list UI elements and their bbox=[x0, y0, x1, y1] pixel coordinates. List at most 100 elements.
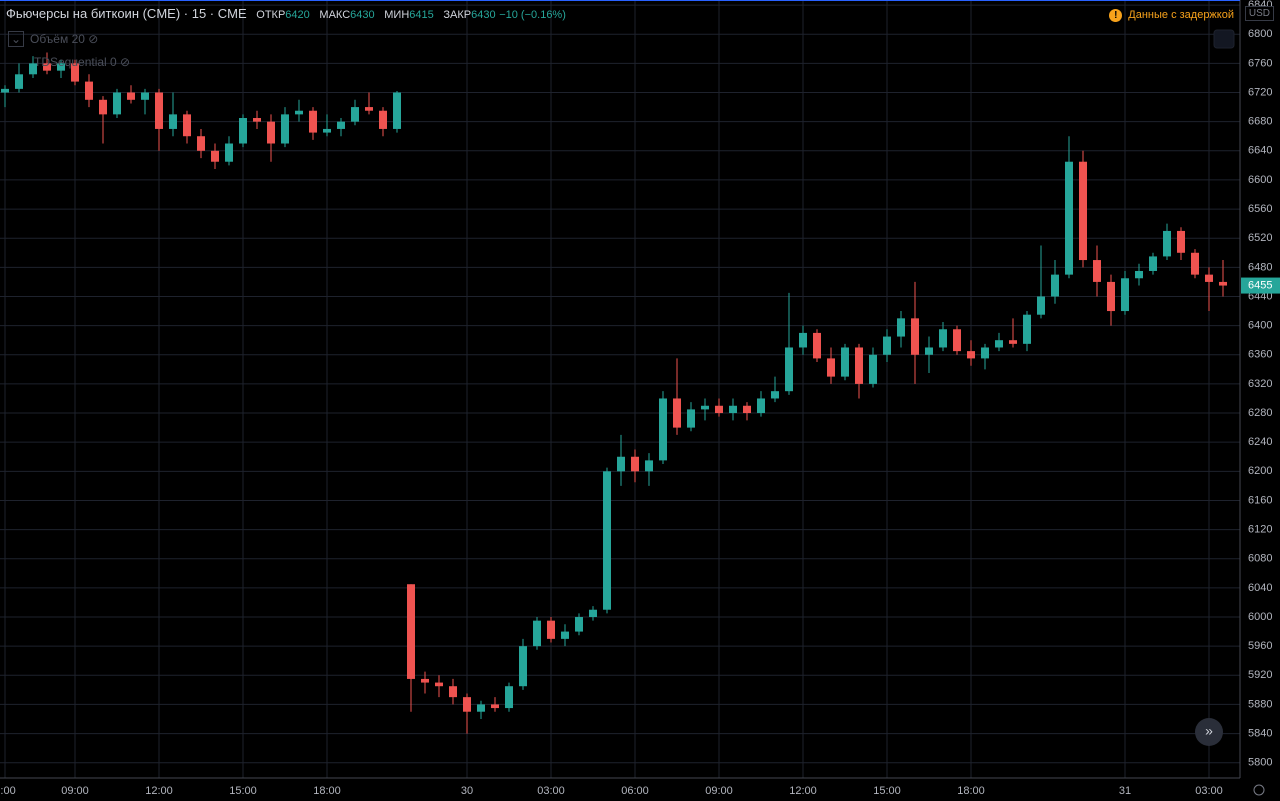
candle-body bbox=[505, 686, 513, 709]
candle-body bbox=[547, 620, 555, 639]
candle-body bbox=[169, 114, 177, 129]
y-tick-label: 6840 bbox=[1248, 0, 1272, 11]
candle-body bbox=[757, 398, 765, 414]
grid bbox=[0, 0, 1240, 778]
x-tick-label: 18:00 bbox=[957, 785, 985, 797]
y-tick-label: 6360 bbox=[1248, 349, 1272, 361]
candle-body bbox=[799, 332, 807, 348]
candle-body bbox=[281, 114, 289, 144]
candle-body bbox=[995, 340, 1003, 348]
candle-body bbox=[99, 99, 107, 115]
candle-body bbox=[841, 347, 849, 377]
candle-body bbox=[477, 704, 485, 712]
candle-body bbox=[883, 336, 891, 355]
candle-body bbox=[771, 391, 779, 399]
candle-body bbox=[715, 405, 723, 414]
y-tick-label: 6560 bbox=[1248, 203, 1272, 215]
x-tick-label: 2:00 bbox=[0, 785, 16, 797]
candle-body bbox=[1037, 296, 1045, 315]
candle-body bbox=[729, 405, 737, 414]
candle-body bbox=[393, 92, 401, 129]
candle-body bbox=[253, 118, 261, 122]
indicator-label: TDSequential 0 bbox=[34, 55, 117, 69]
y-tick-label: 6040 bbox=[1248, 582, 1272, 594]
candle-body bbox=[127, 92, 135, 100]
candle-body bbox=[617, 456, 625, 472]
candle-body bbox=[379, 110, 387, 129]
candle-body bbox=[365, 107, 373, 111]
y-tick-label: 6680 bbox=[1248, 116, 1272, 128]
x-tick-label: 03:00 bbox=[537, 785, 565, 797]
candle-body bbox=[491, 704, 499, 709]
candle-body bbox=[981, 347, 989, 359]
x-tick-label: 09:00 bbox=[61, 785, 89, 797]
candle-body bbox=[743, 405, 751, 414]
candle-body bbox=[603, 471, 611, 610]
candle-body bbox=[897, 318, 905, 337]
y-tick-label: 6120 bbox=[1248, 523, 1272, 535]
legend-header: Фьючерсы на биткоин (CME) · 15 · CME ОТК… bbox=[6, 6, 566, 21]
currency: USD bbox=[1244, 6, 1274, 21]
candle-body bbox=[337, 121, 345, 129]
candle-body bbox=[925, 347, 933, 355]
last-price-label: 6455 bbox=[1248, 279, 1272, 291]
symbol: Фьючерсы на биткоин (CME) bbox=[6, 6, 181, 21]
candle-body bbox=[43, 63, 51, 71]
x-tick-label: 09:00 bbox=[705, 785, 733, 797]
candle-body bbox=[225, 143, 233, 162]
candle-body bbox=[533, 620, 541, 647]
candle-body bbox=[967, 351, 975, 359]
y-tick-label: 6720 bbox=[1248, 86, 1272, 98]
candle-body bbox=[855, 347, 863, 384]
candle-body bbox=[1121, 278, 1129, 312]
x-tick-label: 12:00 bbox=[789, 785, 817, 797]
candle-body bbox=[421, 678, 429, 683]
indicator-label: Объём 20 bbox=[30, 32, 85, 46]
indicator[interactable]: ⌄ Объём 20 ⊘ bbox=[8, 31, 98, 47]
exchange: CME bbox=[217, 6, 247, 21]
y-tick-label: 6600 bbox=[1248, 174, 1272, 186]
candle-body bbox=[1219, 281, 1227, 286]
candle-body bbox=[15, 74, 23, 89]
candle-body bbox=[351, 107, 359, 122]
candle-body bbox=[1177, 230, 1185, 253]
candle-body bbox=[1023, 314, 1031, 344]
y-tick-label: 6640 bbox=[1248, 145, 1272, 157]
candle-body bbox=[309, 110, 317, 133]
candle-body bbox=[239, 118, 247, 144]
open-value: 6420 bbox=[285, 9, 310, 21]
candle-body bbox=[1093, 260, 1101, 282]
candle-body bbox=[407, 584, 415, 679]
close-value: 6430 bbox=[471, 9, 496, 21]
candle-body bbox=[827, 358, 835, 377]
high-value: 6430 bbox=[350, 9, 375, 21]
scroll-icon: » bbox=[1205, 723, 1213, 739]
y-tick-label: 5920 bbox=[1248, 669, 1272, 681]
toolbar-button[interactable] bbox=[1213, 29, 1235, 49]
x-tick-label: 30 bbox=[461, 785, 473, 797]
candle-body bbox=[953, 329, 961, 352]
settings-icon[interactable] bbox=[1253, 784, 1265, 796]
candle-body bbox=[813, 332, 821, 359]
candle-body bbox=[155, 92, 163, 129]
y-tick-label: 6280 bbox=[1248, 407, 1272, 419]
candle-body bbox=[1205, 274, 1213, 282]
candle-body bbox=[575, 617, 583, 632]
indicator[interactable]: TDSequential 0 ⊘ bbox=[34, 55, 131, 69]
y-tick-label: 6160 bbox=[1248, 494, 1272, 506]
candle-body bbox=[1065, 161, 1073, 275]
candle-body bbox=[1107, 281, 1115, 312]
x-tick-label: 12:00 bbox=[145, 785, 173, 797]
candle-body bbox=[449, 686, 457, 698]
candle-body bbox=[1163, 230, 1171, 257]
high-label: МАКС bbox=[319, 9, 351, 21]
candle-body bbox=[113, 92, 121, 115]
scroll-button[interactable] bbox=[1195, 718, 1223, 746]
delayed-notice[interactable]: ! Данные с задержкой bbox=[1109, 9, 1234, 22]
candle-body bbox=[869, 354, 877, 384]
y-tick-label: 5840 bbox=[1248, 727, 1272, 739]
y-tick-label: 6080 bbox=[1248, 553, 1272, 565]
y-tick-label: 5960 bbox=[1248, 640, 1272, 652]
candle-body bbox=[785, 347, 793, 392]
